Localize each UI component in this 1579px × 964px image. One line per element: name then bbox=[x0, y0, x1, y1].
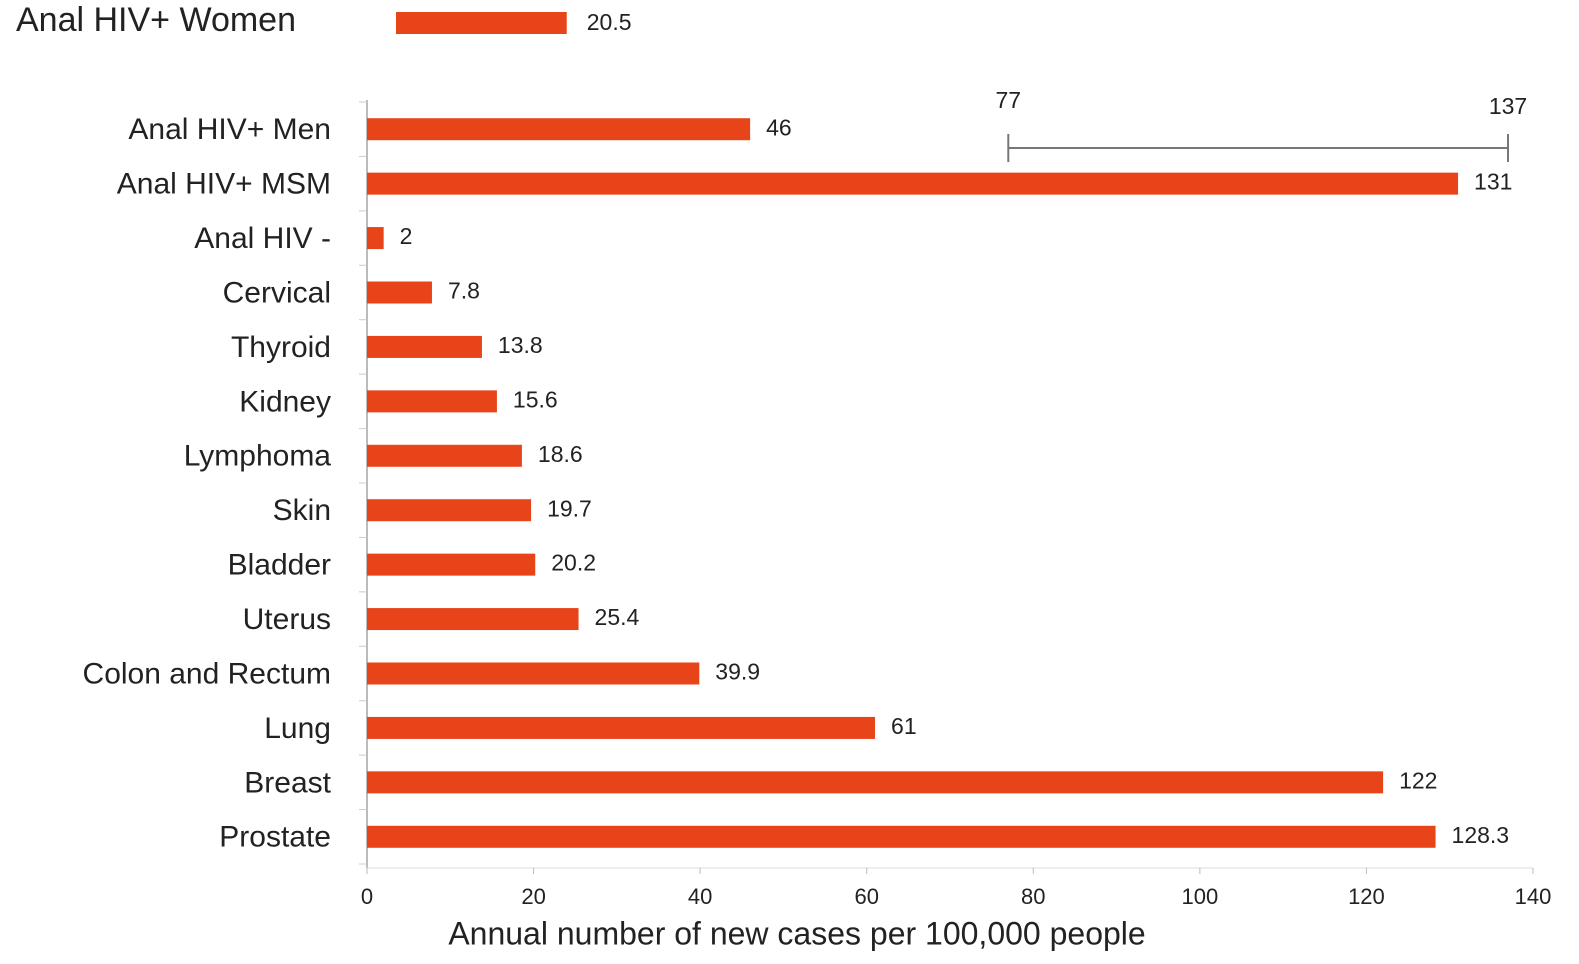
range-label: 77 bbox=[996, 87, 1022, 113]
bar bbox=[367, 227, 384, 250]
value-label: 13.8 bbox=[498, 332, 543, 358]
bar bbox=[367, 662, 700, 685]
y-tick-label: Bladder bbox=[228, 549, 331, 582]
highlight-bar bbox=[396, 12, 567, 34]
bar bbox=[367, 118, 751, 141]
value-label: 122 bbox=[1399, 767, 1437, 793]
y-tick-label: Colon and Rectum bbox=[83, 657, 331, 690]
x-tick-label: 20 bbox=[521, 884, 545, 909]
x-tick-label: 100 bbox=[1181, 884, 1218, 909]
y-tick-label: Prostate bbox=[219, 821, 331, 854]
value-label: 15.6 bbox=[513, 386, 558, 412]
value-label: 128.3 bbox=[1452, 822, 1510, 848]
bar bbox=[367, 390, 497, 413]
x-tick-label: 140 bbox=[1515, 884, 1552, 909]
bar bbox=[367, 771, 1384, 794]
highlight-value: 20.5 bbox=[587, 9, 632, 35]
x-tick-label: 40 bbox=[688, 884, 712, 909]
x-tick-label: 60 bbox=[854, 884, 878, 909]
bar bbox=[367, 281, 432, 304]
y-tick-label: Anal HIV+ MSM bbox=[117, 168, 331, 201]
x-axis-title: Annual number of new cases per 100,000 p… bbox=[448, 915, 1145, 951]
y-tick-label: Skin bbox=[273, 494, 331, 527]
y-tick-label: Thyroid bbox=[231, 331, 331, 364]
x-tick-label: 120 bbox=[1348, 884, 1385, 909]
bar bbox=[367, 172, 1459, 195]
bar bbox=[367, 499, 532, 522]
value-label: 39.9 bbox=[715, 659, 760, 685]
y-tick-label: Anal HIV - bbox=[194, 222, 331, 255]
bar bbox=[367, 716, 876, 739]
value-label: 7.8 bbox=[448, 278, 480, 304]
value-label: 20.2 bbox=[551, 550, 596, 576]
x-tick-label: 80 bbox=[1021, 884, 1045, 909]
y-tick-label: Cervical bbox=[223, 276, 331, 309]
bar bbox=[367, 608, 579, 631]
y-tick-label: Uterus bbox=[243, 603, 331, 636]
bar bbox=[367, 553, 536, 576]
bar bbox=[367, 825, 1436, 848]
y-tick-label: Lung bbox=[264, 712, 331, 745]
range-label: 137 bbox=[1489, 93, 1527, 119]
bar bbox=[367, 335, 482, 358]
value-label: 2 bbox=[400, 223, 413, 249]
value-label: 25.4 bbox=[595, 604, 640, 630]
value-label: 46 bbox=[766, 114, 792, 140]
x-tick-label: 0 bbox=[361, 884, 373, 909]
value-label: 18.6 bbox=[538, 441, 583, 467]
bar bbox=[367, 444, 522, 467]
value-label: 61 bbox=[891, 713, 917, 739]
value-label: 19.7 bbox=[547, 495, 592, 521]
y-tick-label: Breast bbox=[244, 766, 331, 799]
y-tick-label: Kidney bbox=[239, 385, 331, 418]
highlight-label: Anal HIV+ Women bbox=[16, 1, 296, 39]
y-tick-label: Anal HIV+ Men bbox=[128, 113, 331, 146]
value-label: 131 bbox=[1474, 169, 1512, 195]
y-tick-label: Lymphoma bbox=[184, 440, 332, 473]
